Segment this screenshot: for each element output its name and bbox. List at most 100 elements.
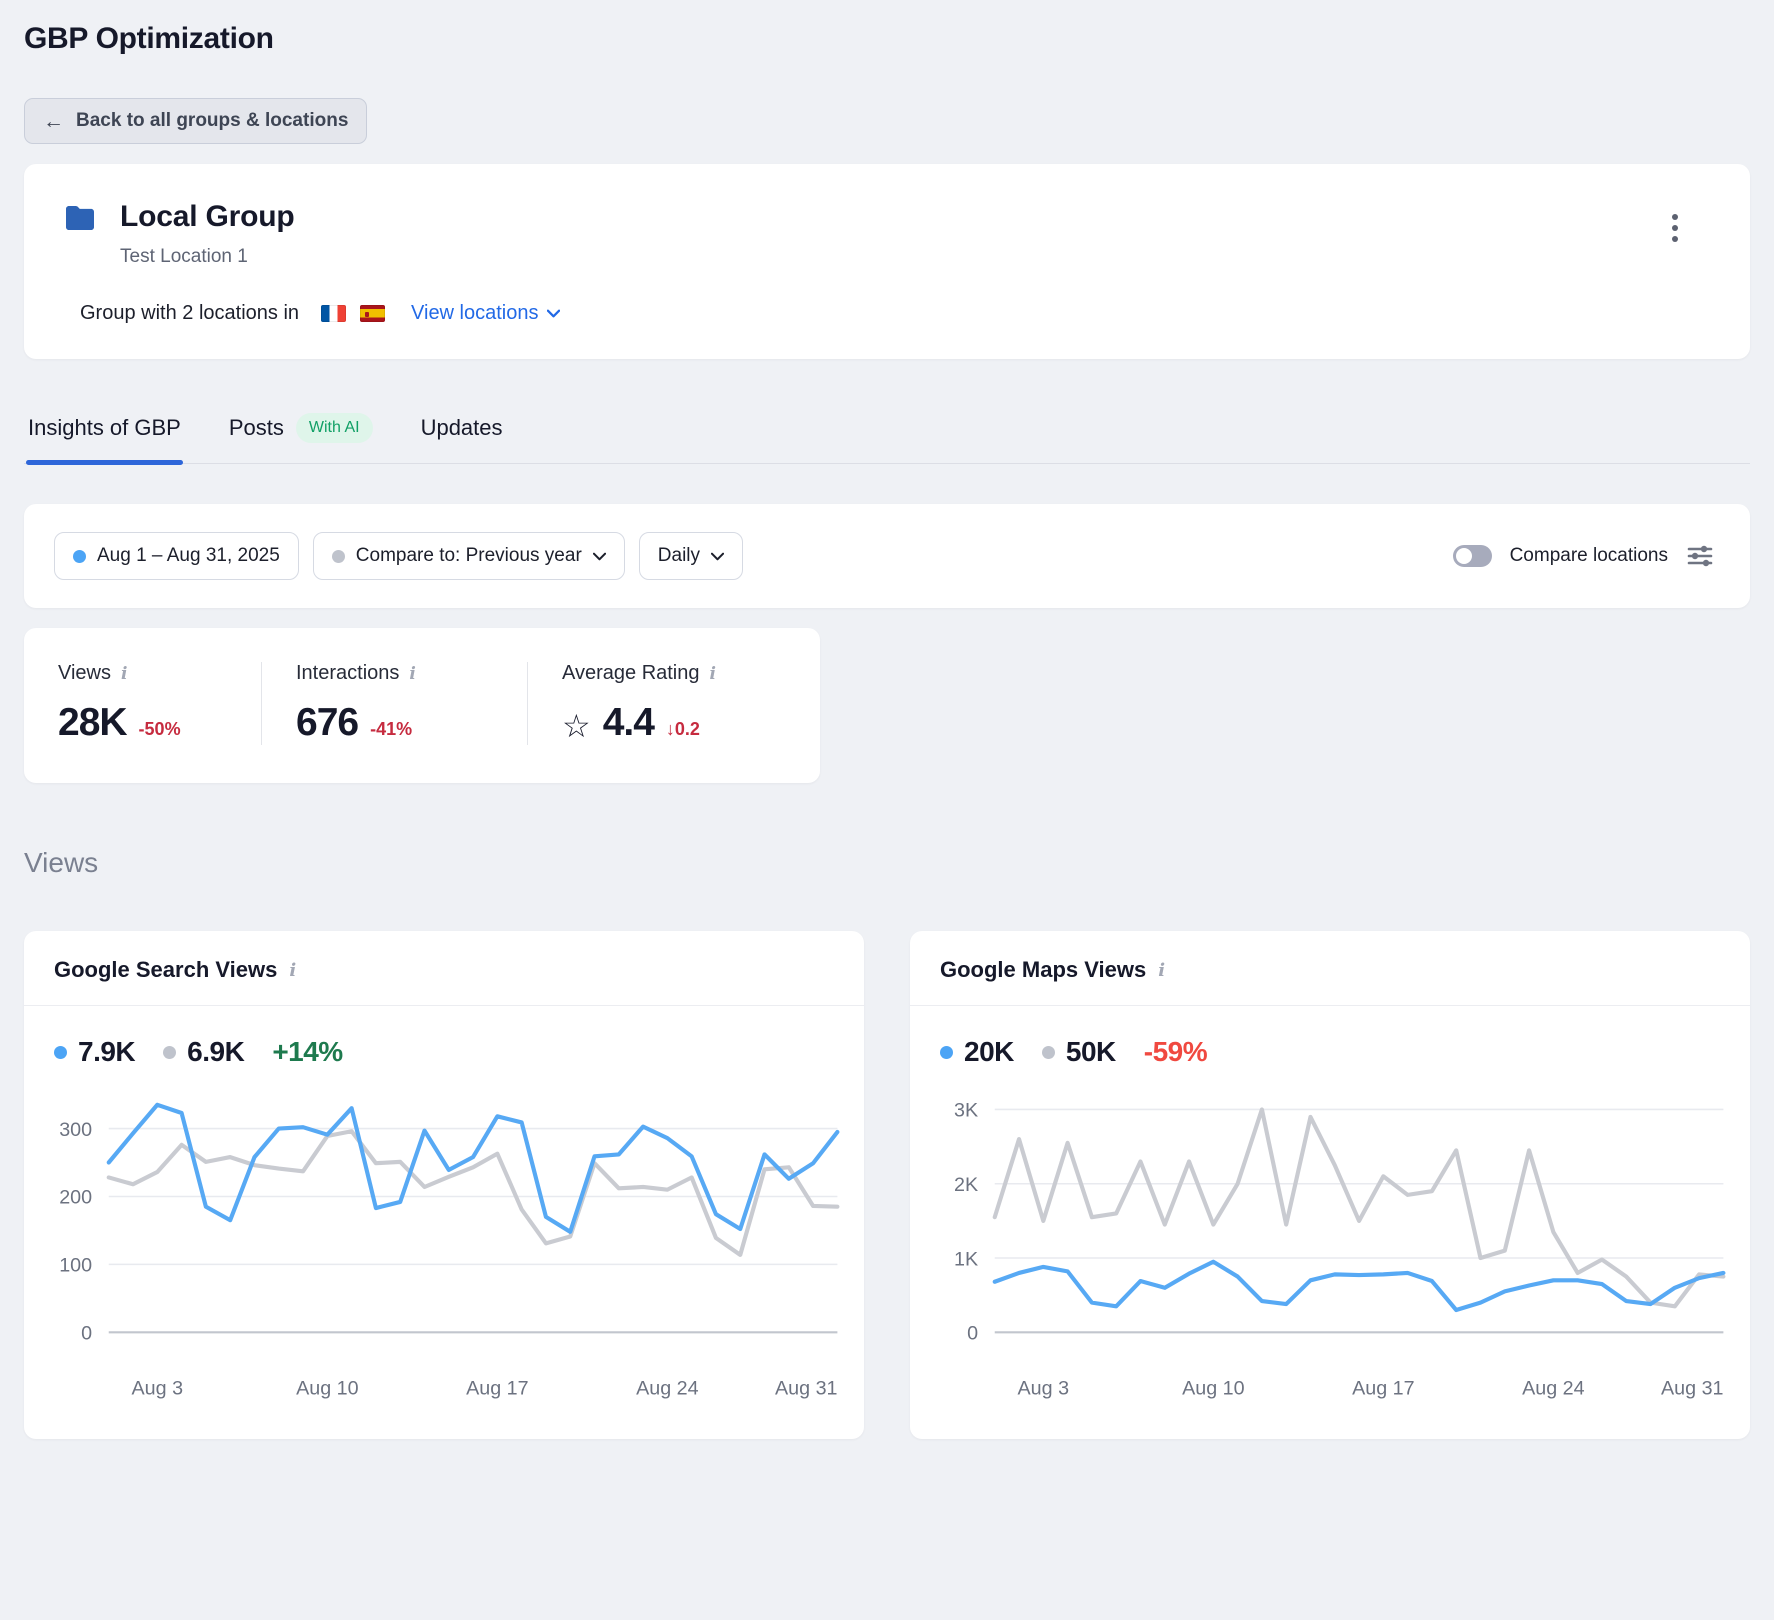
page-title: GBP Optimization <box>24 22 274 55</box>
group-locations-text: Group with 2 locations in <box>80 302 300 324</box>
chevron-down-icon <box>592 552 606 560</box>
svg-text:Aug 10: Aug 10 <box>296 1378 359 1400</box>
info-icon[interactable]: i <box>1158 959 1166 981</box>
stat-delta: ↓0.2 <box>665 719 700 739</box>
stat-interactions: Interactions i 676 -41% <box>261 662 527 745</box>
info-icon[interactable]: i <box>289 959 297 981</box>
compare-to-dropdown[interactable]: Compare to: Previous year <box>312 532 625 580</box>
tab-label: Updates <box>420 415 503 440</box>
legend-previous: 50K <box>1041 1036 1116 1068</box>
view-locations-link[interactable]: View locations <box>411 302 560 325</box>
compare-locations-toggle[interactable] <box>1452 545 1492 567</box>
group-title: Local Group <box>120 200 295 233</box>
tab-insights-of-gbp[interactable]: Insights of GBP <box>26 407 183 465</box>
back-arrow-icon: ← <box>43 109 64 133</box>
stat-label: Views <box>58 662 111 684</box>
svg-text:Aug 24: Aug 24 <box>1522 1378 1585 1400</box>
granularity-label: Daily <box>657 545 701 566</box>
sliders-icon <box>1687 545 1713 567</box>
chevron-down-icon <box>711 552 725 560</box>
tab-label: Insights of GBP <box>28 415 181 440</box>
kebab-dot <box>1672 214 1678 220</box>
group-subtitle: Test Location 1 <box>120 246 248 267</box>
current-series-dot-icon <box>54 1045 67 1059</box>
chart-title: Google Maps Views <box>940 957 1147 982</box>
date-range-label: Aug 1 – Aug 31, 2025 <box>97 545 280 566</box>
granularity-dropdown[interactable]: Daily <box>638 532 744 580</box>
svg-text:3K: 3K <box>954 1100 978 1122</box>
kebab-dot <box>1672 225 1678 231</box>
info-icon[interactable]: i <box>121 663 128 684</box>
star-outline-icon: ☆ <box>562 708 591 744</box>
svg-text:Aug 24: Aug 24 <box>636 1378 699 1400</box>
france-flag-icon <box>321 305 347 322</box>
previous-series-dot-icon <box>1041 1045 1055 1059</box>
back-button[interactable]: ← Back to all groups & locations <box>24 98 368 144</box>
tabs-bar: Insights of GBP Posts With AI Updates <box>24 407 1750 465</box>
with-ai-badge: With AI <box>295 413 373 443</box>
chart-legend: 20K 50K -59% <box>910 1006 1750 1072</box>
tab-label: Posts <box>228 415 284 440</box>
folder-icon <box>64 204 96 237</box>
date-range-button[interactable]: Aug 1 – Aug 31, 2025 <box>54 532 299 580</box>
info-icon[interactable]: i <box>409 663 416 684</box>
compare-locations-label: Compare locations <box>1509 545 1668 566</box>
legend-change-value: -59% <box>1143 1036 1208 1067</box>
svg-text:Aug 3: Aug 3 <box>132 1378 184 1400</box>
current-series-dot-icon <box>940 1045 953 1059</box>
tab-updates[interactable]: Updates <box>419 407 505 463</box>
stat-label: Average Rating <box>562 662 700 684</box>
spain-flag-icon <box>360 305 386 322</box>
google-maps-views-line-chart: 3K 2K 1K 0 Aug 3 Aug 10 Aug 17 Aug 24 Aug 31 <box>954 1100 1726 1400</box>
toggle-knob <box>1455 548 1472 564</box>
svg-text:1K: 1K <box>954 1248 978 1270</box>
svg-text:Aug 10: Aug 10 <box>1182 1378 1245 1400</box>
group-card: Local Group Test Location 1 Group with 2… <box>24 164 1750 359</box>
svg-text:Aug 17: Aug 17 <box>466 1378 528 1400</box>
svg-text:100: 100 <box>59 1255 92 1277</box>
chart-legend: 7.9K 6.9K +14% <box>24 1006 864 1072</box>
svg-text:Aug 17: Aug 17 <box>1352 1378 1415 1400</box>
google-maps-views-card: Google Maps Views i 20K 50K -59% 3K 2K 1K 0… <box>910 931 1750 1439</box>
legend-current: 7.9K <box>54 1036 136 1068</box>
svg-text:2K: 2K <box>954 1174 978 1196</box>
legend-current-value: 20K <box>964 1036 1014 1067</box>
legend-change-value: +14% <box>272 1036 343 1067</box>
kebab-menu-button[interactable] <box>1666 208 1684 248</box>
svg-text:200: 200 <box>59 1187 92 1209</box>
charts-row: Google Search Views i 7.9K 6.9K +14% 300… <box>24 931 1750 1439</box>
chart-settings-button[interactable] <box>1686 544 1714 568</box>
stat-views: Views i 28K -50% <box>24 662 261 745</box>
legend-current-value: 7.9K <box>78 1036 136 1067</box>
chevron-down-icon <box>546 309 560 318</box>
legend-previous: 6.9K <box>163 1036 245 1068</box>
stat-value: 28K <box>58 701 128 744</box>
google-search-views-line-chart: 300 200 100 0 Aug 3 Aug 10 Aug 17 Aug 24 Aug 31 <box>59 1102 840 1400</box>
view-locations-label: View locations <box>411 302 539 324</box>
svg-text:Aug 31: Aug 31 <box>1661 1378 1724 1400</box>
svg-text:Aug 31: Aug 31 <box>775 1378 838 1400</box>
stat-value: 676 <box>296 701 359 744</box>
kebab-dot <box>1672 236 1678 242</box>
google-search-views-card: Google Search Views i 7.9K 6.9K +14% 300… <box>24 931 864 1439</box>
stat-value: 4.4 <box>602 701 655 744</box>
stat-average-rating: Average Rating i ☆ 4.4 ↓0.2 <box>527 662 750 745</box>
svg-text:0: 0 <box>81 1323 92 1345</box>
previous-period-dot-icon <box>331 549 345 563</box>
chart-title: Google Search Views <box>54 957 278 982</box>
svg-text:Aug 3: Aug 3 <box>1018 1378 1070 1400</box>
legend-previous-value: 6.9K <box>187 1036 245 1067</box>
svg-text:300: 300 <box>59 1119 92 1141</box>
legend-current: 20K <box>940 1036 1014 1068</box>
legend-previous-value: 50K <box>1065 1036 1116 1067</box>
previous-series-dot-icon <box>163 1045 177 1059</box>
views-section-title: Views <box>24 847 99 878</box>
current-period-dot-icon <box>73 549 86 563</box>
info-icon[interactable]: i <box>709 663 716 684</box>
stat-delta: -41% <box>370 719 413 739</box>
filter-bar: Aug 1 – Aug 31, 2025 Compare to: Previou… <box>24 504 1750 608</box>
tab-posts[interactable]: Posts With AI <box>227 407 375 463</box>
back-button-label: Back to all groups & locations <box>76 110 349 131</box>
svg-text:0: 0 <box>967 1323 978 1345</box>
